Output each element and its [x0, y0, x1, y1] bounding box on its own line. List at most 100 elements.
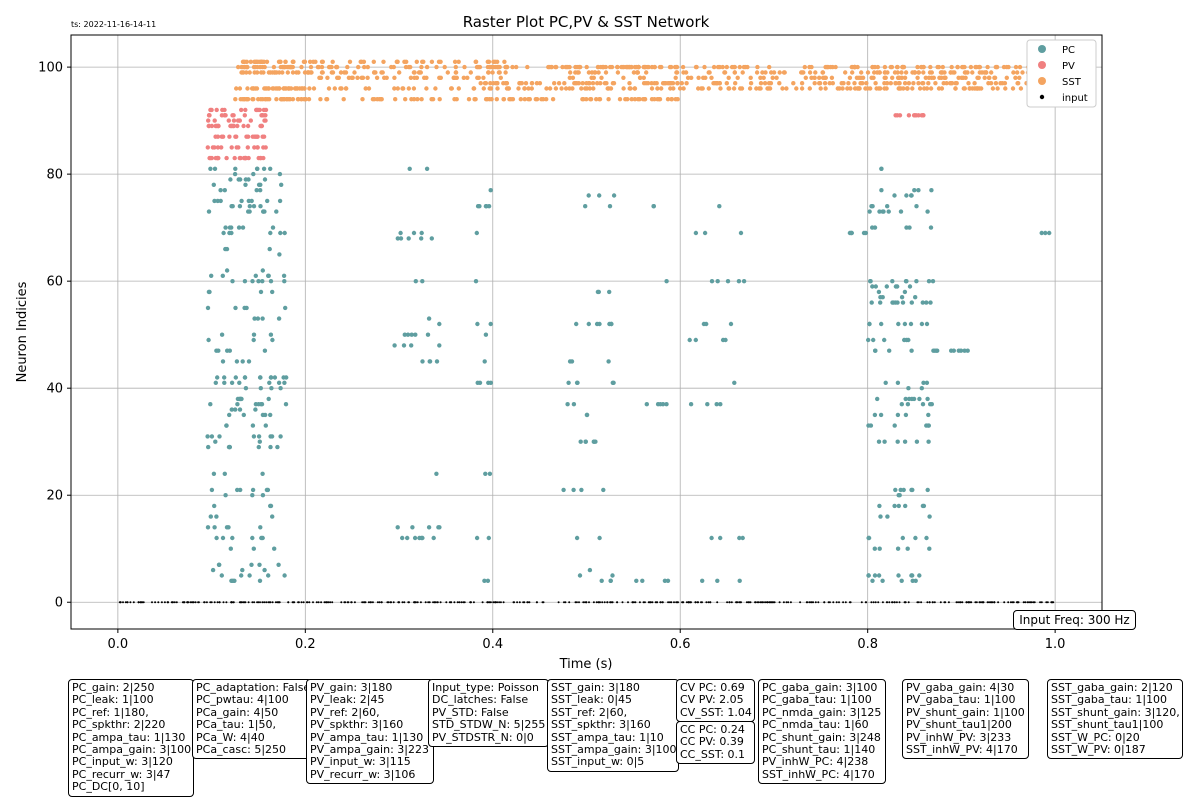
x-tick-label: 0.0 [108, 637, 129, 652]
param-line: PC_shunt_gain: 3|248 [762, 730, 881, 744]
spike-pc [956, 348, 961, 353]
spike-sst [404, 59, 409, 64]
spike-sst [615, 64, 620, 70]
spike-pc [223, 493, 228, 498]
spike-input [191, 601, 193, 604]
spike-input [748, 601, 751, 604]
spike-sst [993, 81, 999, 86]
spike-input [119, 601, 122, 604]
spike-sst [415, 97, 420, 102]
spike-pc [917, 396, 922, 402]
spike-sst [496, 70, 502, 75]
spike-pv [222, 107, 227, 113]
spike-pc [914, 439, 920, 444]
spike-sst [434, 64, 439, 70]
spike-input [789, 601, 792, 604]
spike-sst [236, 64, 241, 70]
spike-sst [902, 75, 908, 81]
spike-input [916, 601, 919, 604]
spike-sst [807, 70, 813, 75]
spike-input [486, 601, 489, 604]
spike-input [621, 601, 624, 604]
spike-sst [338, 86, 343, 91]
spike-pc [908, 321, 914, 327]
spike-pc [608, 578, 613, 583]
spike-sst [487, 64, 493, 70]
spike-sst [568, 70, 573, 75]
spike-input [287, 601, 290, 604]
spike-input [735, 601, 738, 604]
spike-sst [278, 59, 283, 64]
spike-input [427, 601, 430, 604]
spike-input [297, 601, 300, 604]
spike-input [904, 601, 907, 604]
spike-sst [395, 86, 400, 91]
spike-sst [596, 70, 601, 75]
spike-sst [526, 86, 531, 91]
spike-input [267, 601, 270, 604]
spike-input [974, 601, 977, 604]
spike-input [137, 601, 140, 604]
spike-pc [256, 434, 262, 439]
spike-pc [276, 316, 282, 321]
spike-sst [768, 81, 774, 86]
spike-sst [777, 81, 782, 86]
param-line: SST_input_w: 0|5 [551, 755, 645, 769]
spike-sst [953, 86, 958, 91]
spike-pc [209, 487, 215, 493]
spike-pc [258, 402, 264, 407]
spike-input [499, 601, 502, 604]
spike-sst [841, 81, 846, 86]
spike-sst [992, 75, 998, 81]
spike-pc [895, 284, 900, 289]
spike-sst [580, 81, 585, 86]
spike-sst [361, 59, 367, 64]
spike-pc [277, 171, 283, 177]
spike-pc [934, 348, 939, 353]
spike-sst [902, 81, 908, 86]
spike-sst [263, 86, 268, 91]
spike-sst [255, 70, 260, 75]
spike-pc [921, 380, 926, 385]
spike-input [627, 601, 629, 604]
spike-pc [931, 348, 936, 353]
spike-sst [888, 81, 893, 86]
spike-pc [260, 471, 265, 476]
spike-sst [311, 86, 317, 91]
spike-sst [248, 59, 253, 64]
spike-pc [905, 546, 910, 551]
spike-sst [562, 81, 567, 86]
spike-sst [828, 64, 833, 70]
spike-sst [987, 75, 992, 81]
spike-pv [235, 118, 241, 123]
param-line: PV_input_w: 3|115 [310, 755, 411, 769]
spike-input [749, 601, 752, 604]
param-line: PC_spkthr: 2|220 [72, 718, 166, 732]
spike-sst [334, 64, 340, 70]
spike-sst [847, 75, 853, 81]
spike-sst [421, 59, 426, 64]
spike-input [832, 601, 835, 604]
param-line: PC_gaba_tau: 1|100 [762, 693, 872, 707]
spike-pc [209, 273, 214, 278]
spike-input [445, 601, 448, 604]
spike-pv [259, 123, 265, 129]
spike-sst [319, 70, 325, 75]
spike-sst [363, 86, 368, 91]
spike-sst [1018, 86, 1024, 91]
spike-pc [907, 284, 913, 289]
spike-pc [427, 359, 433, 364]
spike-sst [389, 64, 394, 70]
spike-sst [628, 86, 633, 91]
spike-pc [230, 535, 235, 541]
spike-pc [242, 305, 247, 311]
param-line: PC_DC[0, 10] [72, 780, 145, 794]
spike-sst [516, 86, 521, 91]
spike-sst [761, 75, 766, 81]
param-line: PV_shunt_gain: 1|100 [906, 705, 1025, 719]
spike-sst [820, 70, 826, 75]
spike-pc [227, 348, 232, 353]
spike-pc [237, 380, 242, 385]
spike-pc [246, 209, 251, 214]
spike-pc [926, 423, 931, 428]
